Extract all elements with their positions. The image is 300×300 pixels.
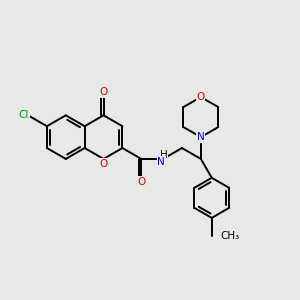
Text: N: N (197, 132, 205, 142)
Text: N: N (157, 157, 165, 167)
Text: N: N (197, 132, 205, 142)
Text: O: O (197, 92, 205, 102)
Text: O: O (99, 88, 108, 98)
Text: H: H (160, 150, 168, 160)
Text: O: O (99, 159, 108, 169)
Text: CH₃: CH₃ (221, 231, 240, 242)
Text: Cl: Cl (19, 110, 29, 120)
Text: O: O (137, 177, 146, 187)
